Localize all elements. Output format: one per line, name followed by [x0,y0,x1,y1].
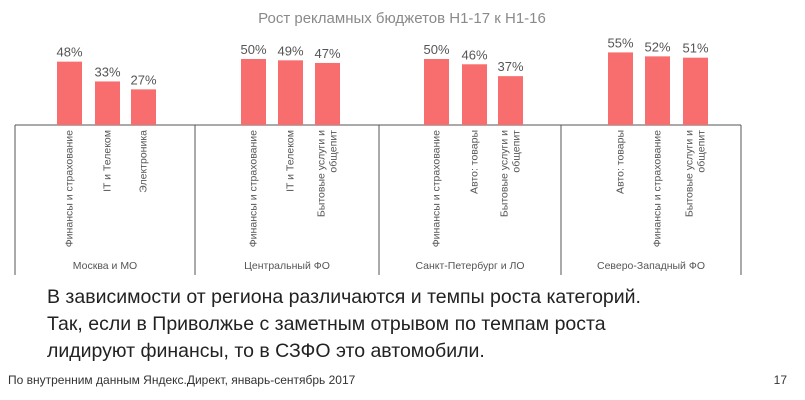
source-note: По внутренним данным Яндекс.Директ, янва… [8,373,356,387]
bar [683,57,708,125]
category-label: Финансы и страхование [652,130,664,247]
category-label: общепит [696,130,708,173]
body-text-line: лидируют финансы, то в СЗФО это автомоби… [47,340,485,362]
data-label: 55% [607,35,633,50]
bar [278,60,303,125]
group-label: Северо-Западный ФО [597,260,705,272]
page-number: 17 [773,373,787,387]
bar [608,52,633,125]
category-label: Электроника [138,130,150,193]
bar [57,61,82,125]
category-label: Бытовые услуги и [316,130,328,217]
data-label: 46% [461,47,487,62]
bar [645,56,670,125]
bar [241,59,266,125]
chart-title: Рост рекламных бюджетов Н1-17 к Н1-16 [258,10,546,27]
category-label: Авто: товары [469,130,481,194]
group-label: Москва и МО [73,260,137,272]
body-text: В зависимости от региона различаются и т… [47,284,787,365]
bar [315,62,340,125]
data-label: 50% [423,42,449,57]
data-label: 47% [314,46,340,61]
category-label: Финансы и страхование [248,130,260,247]
category-label: Бытовые услуги и [499,130,511,217]
data-label: 33% [94,64,120,79]
bar [424,59,449,125]
group-label: Санкт-Петербург и ЛО [415,260,524,272]
category-label: IT и Телеком [285,130,297,192]
bar [498,76,523,125]
category-label: общепит [511,130,523,173]
data-label: 49% [277,43,303,58]
category-label: Бытовые услуги и [684,130,696,217]
bar-chart: Рост рекламных бюджетов Н1-17 к Н1-16 Мо… [14,10,742,275]
bar [95,81,120,125]
category-label: Авто: товары [615,130,627,194]
category-label: IT и Телеком [102,130,114,192]
data-label: 37% [497,59,523,74]
data-label: 52% [644,39,670,54]
body-text-line: В зависимости от региона различаются и т… [47,286,641,308]
group-label: Центральный ФО [244,260,330,272]
data-label: 50% [240,42,266,57]
data-label: 27% [130,72,156,87]
category-label: Финансы и страхование [64,130,76,247]
bar [131,89,156,125]
category-label: Финансы и страхование [431,130,443,247]
data-label: 48% [56,45,82,60]
category-label: общепит [328,130,340,173]
body-text-line: Так, если в Приволжье с заметным отрывом… [47,313,606,335]
bar [462,64,487,125]
data-label: 51% [682,41,708,56]
